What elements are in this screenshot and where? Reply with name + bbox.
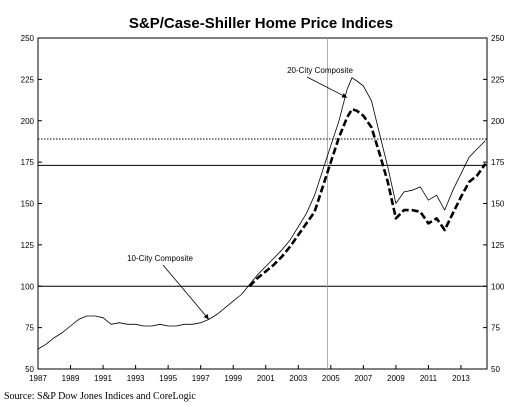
annotation-20-city: 20-City Composite (287, 66, 353, 75)
y-tick-label-left: 250 (21, 34, 35, 43)
x-tick-label: 1987 (29, 374, 47, 383)
x-tick-label: 2007 (354, 374, 372, 383)
y-tick-label-left: 125 (21, 241, 35, 250)
y-tick-label-right: 250 (491, 34, 505, 43)
y-tick-label-left: 75 (25, 324, 34, 333)
y-tick-label-right: 125 (491, 241, 505, 250)
x-tick-label: 2005 (322, 374, 340, 383)
y-tick-label-right: 75 (491, 324, 500, 333)
x-tick-label: 1995 (159, 374, 177, 383)
x-tick-label: 2003 (289, 374, 307, 383)
y-tick-label-left: 175 (21, 158, 35, 167)
annotation-arrowhead (341, 93, 348, 98)
x-tick-label: 1999 (224, 374, 242, 383)
chart-title: S&P/Case-Shiller Home Price Indices (129, 15, 393, 32)
annotation-arrow-line (162, 264, 210, 320)
y-tick-label-left: 200 (21, 117, 35, 126)
y-tick-label-left: 225 (21, 75, 35, 84)
x-tick-label: 1991 (94, 374, 112, 383)
y-tick-label-left: 50 (25, 365, 34, 374)
x-tick-label: 2001 (257, 374, 275, 383)
y-tick-label-right: 150 (491, 200, 505, 209)
y-tick-label-right: 175 (491, 158, 505, 167)
annotation-10-city: 10-City Composite (127, 254, 193, 263)
annotation-arrowhead (203, 313, 209, 320)
x-tick-label: 1993 (127, 374, 145, 383)
y-tick-label-right: 200 (491, 117, 505, 126)
series-10-city-line (37, 77, 486, 350)
y-tick-label-left: 150 (21, 200, 35, 209)
source-note: Source: S&P Dow Jones Indices and CoreLo… (4, 391, 196, 402)
x-tick-label: 2013 (452, 374, 470, 383)
series-20-city-line (248, 107, 487, 288)
x-tick-label: 2009 (387, 374, 405, 383)
x-tick-label: 1989 (62, 374, 80, 383)
x-tick-label: 2011 (420, 374, 438, 383)
plot-area: 50 50 75 75 100 100 125 125 150 150 175 175 200 200 22… (21, 34, 505, 383)
annotation-arrow-line (306, 76, 348, 98)
y-tick-label-right: 100 (491, 282, 505, 291)
y-tick-label-left: 100 (21, 282, 35, 291)
y-tick-label-right: 50 (491, 365, 500, 374)
y-tick-label-right: 225 (491, 75, 505, 84)
x-tick-label: 1997 (192, 374, 210, 383)
